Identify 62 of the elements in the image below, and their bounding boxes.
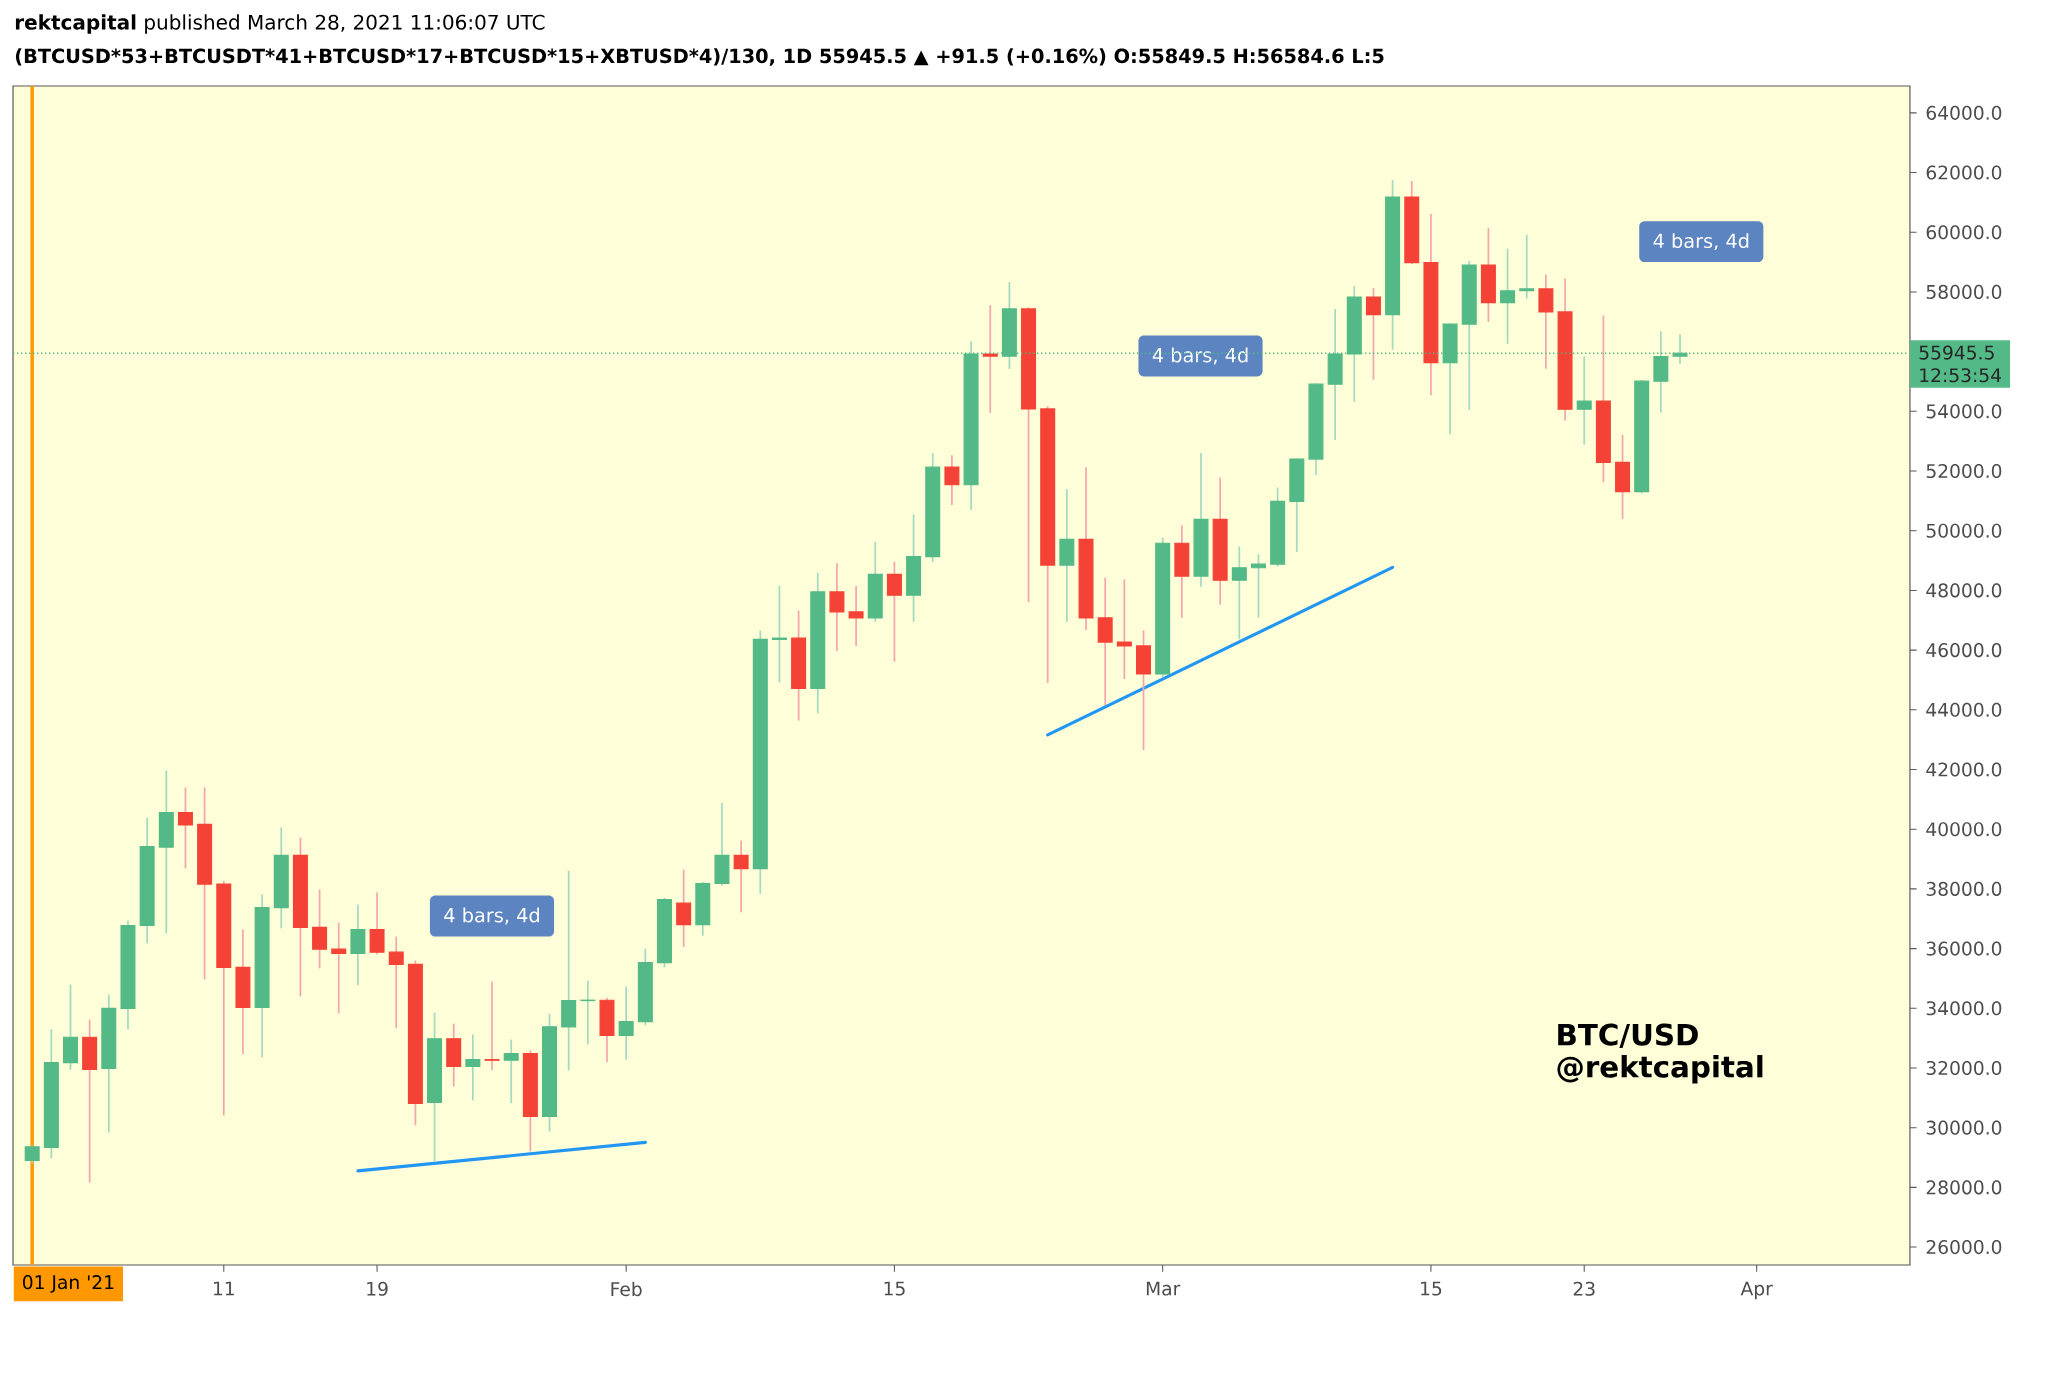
y-tick-label: 42000.0 [1926,762,2002,777]
candlestick [331,921,347,1015]
candlestick [177,786,193,870]
y-tick-label: 34000.0 [1926,1001,2002,1016]
candlestick [561,869,577,1072]
text: 12:53:54 [1920,368,2001,383]
x-tick-label: 11 [213,1281,234,1296]
annotation: BTC/USD [1558,1023,1698,1049]
x-tick-label: Mar [1146,1281,1181,1296]
y-tick-label: 30000.0 [1926,1120,2002,1135]
candlestick [312,888,328,970]
candlestick [1365,287,1381,381]
x-tick-label: 15 [1421,1281,1442,1296]
y-tick-label: 48000.0 [1926,583,2002,598]
annotation: 4 bars, 4d [444,907,539,925]
candlestick [1576,355,1592,446]
candlestick [733,839,749,914]
candlestick [886,560,902,663]
candlestick [388,935,404,1030]
y-tick-label: 50000.0 [1926,523,2002,538]
candlestick [848,585,864,647]
chart-title: rektcapital published March 28, 2021 11:06:07 UTC [15,14,545,34]
y-tick-label: 54000.0 [1926,404,2002,419]
y-tick-label: 52000.0 [1926,463,2002,479]
y-tick-label: 46000.0 [1926,643,2002,658]
candlestick [944,454,960,506]
candlestick [1538,273,1554,370]
candlestick [1519,233,1535,300]
y-tick-label: 38000.0 [1926,881,2002,896]
y-tick-label: 64000.0 [1926,105,2002,120]
candlestick [1500,247,1516,345]
chart-subtitle: (BTCUSD*53+BTCUSDT*41+BTCUSD*17+BTCUSD*15+XBTUSD*4)/130, 1D 55945.5 ▲ +91.5 (+0.16%) O:55849.5 H:56584.6 L:5 [15,48,1384,66]
x-tick-label: 19 [367,1281,388,1296]
annotation: 4 bars, 4d [1653,233,1749,251]
annotation: @rektcapital [1557,1055,1763,1084]
annotation: 4 bars, 4d [1152,347,1248,365]
y-tick-label: 40000.0 [1926,822,2002,837]
y-tick-label: 36000.0 [1926,941,2002,956]
candlestick [618,985,634,1061]
x-tick-label: 15 [884,1281,905,1296]
candlestick [1231,545,1247,641]
y-tick-label: 62000.0 [1926,165,2002,180]
x-tick-label: 23 [1573,1281,1595,1296]
candlestick [350,903,366,987]
y-tick-label: 32000.0 [1926,1060,2002,1076]
candlestick [369,891,385,956]
candlestick [982,304,998,414]
y-tick-label: 26000.0 [1926,1240,2002,1255]
candlestick [1116,578,1132,680]
candlestick [676,868,692,948]
y-tick-label: 28000.0 [1926,1180,2002,1195]
candlestick [829,562,845,652]
ref-line-label: 55945.5 [1919,345,1994,360]
ref-line-label: 01 Jan '21 [23,1275,114,1293]
y-tick-label: 60000.0 [1926,225,2002,240]
y-tick-label: 44000.0 [1926,702,2002,717]
x-tick-label: Apr [1740,1281,1773,1300]
candlestick [465,1033,481,1102]
y-tick-label: 58000.0 [1926,284,2002,299]
candlestick [503,1038,519,1105]
candlestick [484,980,500,1072]
x-tick-label: Feb [611,1281,642,1297]
